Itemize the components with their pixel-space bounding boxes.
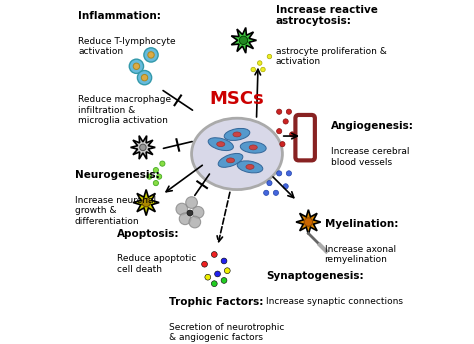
Circle shape — [283, 184, 288, 189]
Circle shape — [160, 161, 165, 166]
Circle shape — [176, 203, 188, 215]
Ellipse shape — [237, 161, 263, 173]
Circle shape — [286, 109, 292, 114]
Circle shape — [140, 144, 146, 151]
Circle shape — [192, 206, 204, 218]
Circle shape — [147, 174, 152, 179]
Circle shape — [179, 213, 191, 225]
Circle shape — [224, 268, 230, 273]
Text: Apoptosis:: Apoptosis: — [117, 228, 180, 238]
Circle shape — [142, 198, 150, 207]
Circle shape — [187, 210, 193, 216]
Circle shape — [277, 129, 282, 134]
Circle shape — [153, 181, 158, 186]
Text: astrocyte proliferation &
activation: astrocyte proliferation & activation — [276, 47, 387, 66]
Text: Reduce apoptotic
cell death: Reduce apoptotic cell death — [117, 255, 196, 274]
Polygon shape — [130, 136, 155, 159]
Text: Myelination:: Myelination: — [325, 219, 398, 229]
Ellipse shape — [217, 142, 225, 147]
Circle shape — [251, 67, 255, 72]
Circle shape — [137, 71, 152, 85]
Circle shape — [267, 54, 272, 59]
Ellipse shape — [240, 142, 266, 153]
Ellipse shape — [227, 158, 235, 163]
Ellipse shape — [218, 153, 243, 167]
Circle shape — [129, 59, 144, 73]
Ellipse shape — [208, 138, 233, 151]
Circle shape — [201, 261, 208, 267]
Circle shape — [273, 190, 279, 195]
Circle shape — [221, 258, 227, 264]
Ellipse shape — [191, 118, 283, 190]
Text: Angiogenesis:: Angiogenesis: — [331, 121, 414, 131]
Text: Increase synaptic connections: Increase synaptic connections — [266, 297, 403, 306]
Text: Increase reactive
astrocytosis:: Increase reactive astrocytosis: — [276, 4, 378, 26]
Circle shape — [277, 109, 282, 114]
Circle shape — [257, 61, 262, 65]
Polygon shape — [231, 28, 256, 53]
Ellipse shape — [249, 145, 257, 150]
Ellipse shape — [246, 164, 254, 169]
Circle shape — [261, 67, 265, 72]
Circle shape — [264, 190, 269, 195]
Circle shape — [215, 271, 220, 277]
Circle shape — [189, 216, 201, 228]
Text: Trophic Factors:: Trophic Factors: — [169, 297, 263, 307]
Text: Increase cerebral
blood vessels: Increase cerebral blood vessels — [331, 147, 410, 167]
Text: Increase axonal
remyelination: Increase axonal remyelination — [325, 245, 396, 264]
Text: Neurogenesis:: Neurogenesis: — [75, 170, 160, 180]
Ellipse shape — [224, 128, 250, 140]
Text: Increase neuronal
growth &
differentiation: Increase neuronal growth & differentiati… — [75, 196, 156, 226]
Text: Secretion of neurotrophic
& angiogenic factors: Secretion of neurotrophic & angiogenic f… — [169, 323, 284, 342]
Polygon shape — [133, 190, 159, 216]
Text: MSCs: MSCs — [210, 90, 264, 108]
Circle shape — [283, 119, 288, 124]
Circle shape — [239, 36, 248, 44]
Circle shape — [280, 142, 285, 147]
Circle shape — [286, 171, 292, 176]
Circle shape — [156, 174, 162, 179]
Circle shape — [205, 274, 211, 280]
Circle shape — [141, 74, 148, 81]
Circle shape — [211, 281, 217, 287]
Ellipse shape — [233, 132, 241, 137]
Circle shape — [148, 52, 154, 58]
Circle shape — [304, 218, 312, 226]
Text: Reduce T-lymphocyte
activation: Reduce T-lymphocyte activation — [78, 37, 176, 56]
Text: Synaptogenesis:: Synaptogenesis: — [266, 271, 364, 281]
Circle shape — [290, 132, 295, 137]
Circle shape — [144, 48, 158, 62]
Circle shape — [186, 197, 197, 208]
Circle shape — [267, 181, 272, 186]
Circle shape — [211, 251, 217, 257]
Circle shape — [133, 63, 140, 69]
Text: Inflammation:: Inflammation: — [78, 11, 161, 21]
Text: Reduce macrophage
infiltration &
microglia activation: Reduce macrophage infiltration & microgl… — [78, 96, 171, 125]
Circle shape — [221, 278, 227, 283]
Circle shape — [277, 171, 282, 176]
Polygon shape — [296, 210, 321, 234]
Circle shape — [153, 168, 158, 173]
